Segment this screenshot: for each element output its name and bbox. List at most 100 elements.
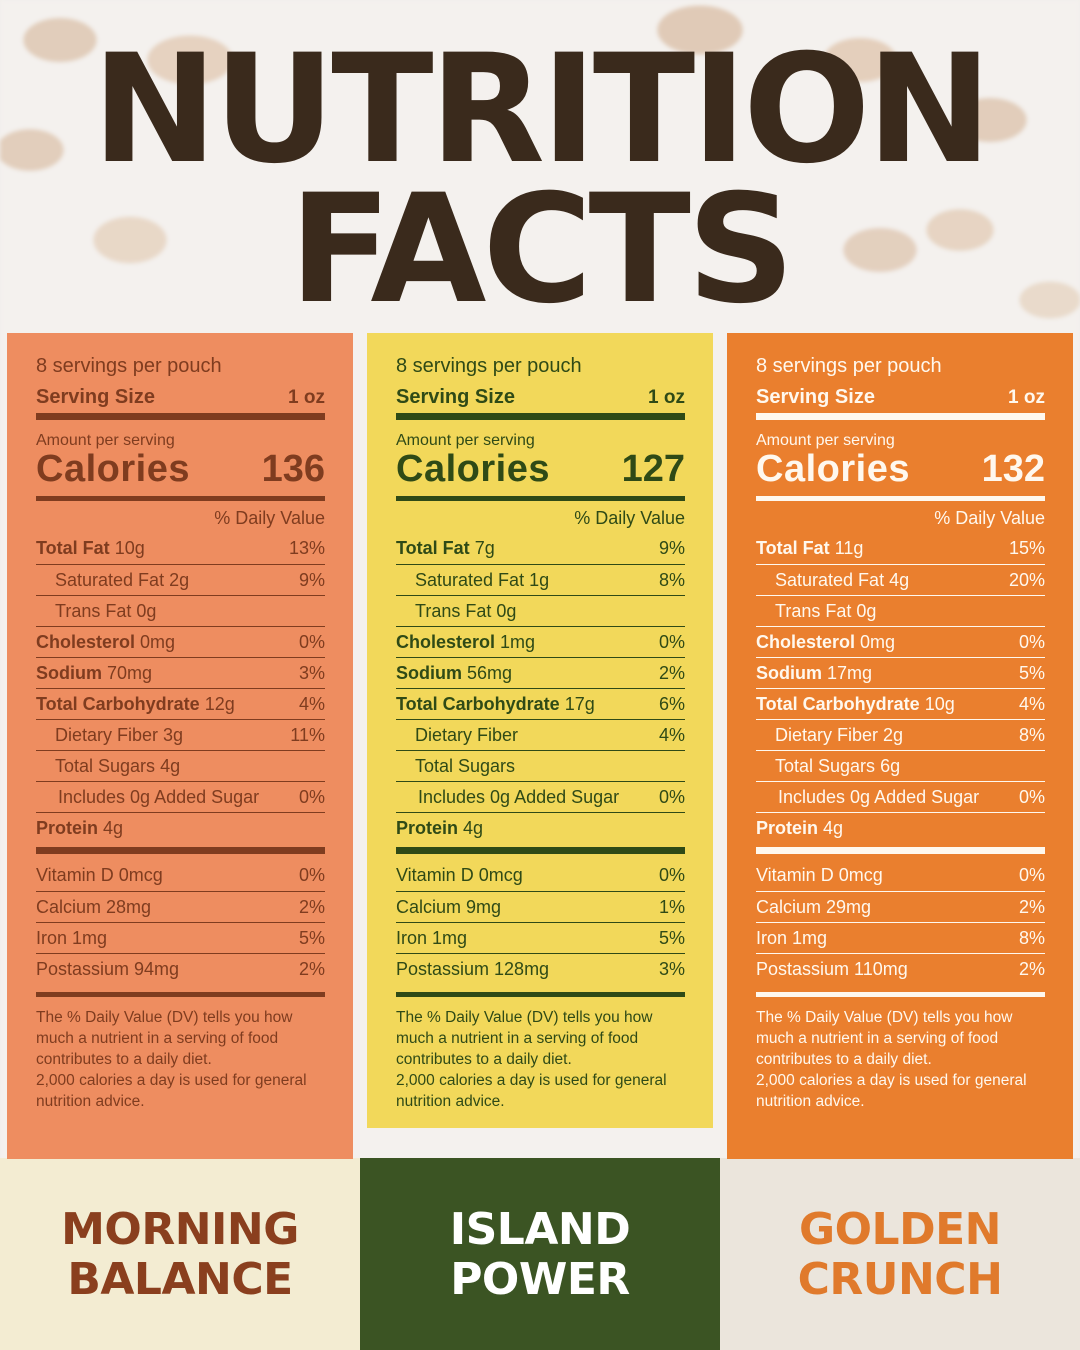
- nutrient-sodium: Sodium 56mg: [396, 663, 512, 684]
- serving-size-row: Serving Size 1 oz: [756, 379, 1045, 409]
- servings-per-container: 8 servings per pouch: [36, 355, 222, 377]
- nutrient-vitamin-d: Vitamin D 0mcg: [756, 865, 883, 885]
- nutrient-sat_fat: Saturated Fat 2g: [36, 570, 189, 591]
- daily-value-percent: 0%: [1018, 865, 1045, 885]
- name-band-island: [360, 1158, 720, 1350]
- nutrient-sugars: Total Sugars 4g: [36, 756, 180, 777]
- nutrient-cholesterol: Cholesterol 0mg: [36, 632, 175, 653]
- nutrient-protein: Protein 4g: [36, 818, 123, 839]
- nutrient-added-sugar: Includes 0g Added Sugar: [418, 786, 620, 807]
- nutrition-panel-morning-balance: 8 servings per pouch Serving Size 1 oz Amou…: [7, 333, 353, 1159]
- product-name-line-2: BALANCE: [67, 1254, 293, 1305]
- row-iron: Iron 1mg 5%: [36, 922, 325, 953]
- daily-value-percent: 9%: [298, 569, 325, 590]
- row-fiber: Dietary Fiber 3g 11%: [36, 719, 325, 750]
- daily-value-percent: 5%: [298, 927, 325, 948]
- nutrient-amount: 3g: [163, 724, 184, 745]
- nutrient-carb: Total Carbohydrate 17g: [396, 694, 595, 715]
- nutrient-name: Protein: [36, 817, 99, 838]
- footnote-dv-text: The % Daily Value (DV) tells you how muc…: [756, 1009, 1013, 1068]
- row-fiber: Dietary Fiber 4%: [396, 719, 685, 750]
- nutrient-amount: 0g: [496, 600, 517, 621]
- nutrient-fiber: Dietary Fiber: [396, 725, 518, 746]
- name-band-morning: [0, 1158, 360, 1350]
- daily-value-percent: 5%: [1018, 662, 1045, 683]
- nutrient-name: Total Sugars: [55, 755, 156, 776]
- row-carb: Total Carbohydrate 10g 4%: [756, 688, 1045, 719]
- nutrient-name: Saturated Fat: [415, 569, 525, 590]
- nutrient-name: Protein: [756, 817, 819, 838]
- product-name-island-power: ISLAND POWER: [360, 1205, 720, 1305]
- nutrient-total_fat: Total Fat 7g: [396, 538, 495, 559]
- row-calcium: Calcium 28mg 2%: [36, 891, 325, 922]
- nutrient-amount: 56mg: [467, 662, 513, 683]
- serving-size-row: Serving Size 1 oz: [396, 379, 685, 409]
- row-trans_fat: Trans Fat 0g: [396, 595, 685, 626]
- nutrient-name: Protein: [396, 817, 459, 838]
- daily-value-percent: 0%: [658, 786, 685, 807]
- nutrient-potassium: Postassium 94mg: [36, 958, 180, 979]
- divider-medium: [396, 992, 685, 997]
- daily-value-percent: 20%: [1008, 569, 1045, 590]
- calories-value: 127: [621, 448, 685, 490]
- title-line-1: NUTRITION: [91, 23, 992, 197]
- row-added-sugar: Includes 0g Added Sugar 0%: [756, 781, 1045, 812]
- serving-size-value: 1 oz: [648, 387, 685, 408]
- row-added-sugar: Includes 0g Added Sugar 0%: [396, 781, 685, 812]
- serving-size-row: Serving Size 1 oz: [36, 379, 325, 409]
- nutrient-sodium: Sodium 17mg: [756, 663, 872, 684]
- calories-row: Calories 136: [36, 450, 325, 488]
- row-protein: Protein 4g: [756, 812, 1045, 843]
- calories-row: Calories 132: [756, 450, 1045, 488]
- product-name-line-2: POWER: [450, 1254, 630, 1305]
- nutrient-name: Sodium: [36, 662, 102, 683]
- nutrient-calcium: Calcium 9mg: [396, 896, 502, 917]
- row-iron: Iron 1mg 8%: [756, 922, 1045, 953]
- nutrient-amount: 7g: [474, 538, 495, 558]
- nutrient-name: Total Carbohydrate: [756, 693, 920, 714]
- nutrient-sat_fat: Saturated Fat 4g: [756, 570, 909, 591]
- nutrient-protein: Protein 4g: [396, 818, 483, 839]
- divider-medium: [756, 496, 1045, 501]
- nutrient-name: Saturated Fat: [55, 569, 165, 590]
- row-trans_fat: Trans Fat 0g: [36, 595, 325, 626]
- serving-size-label: Serving Size: [396, 386, 515, 408]
- daily-value-percent: 4%: [298, 693, 325, 714]
- divider-thick: [36, 413, 325, 420]
- servings-per-container: 8 servings per pouch: [756, 355, 942, 377]
- daily-value-percent: 5%: [658, 927, 685, 948]
- product-name-line-1: GOLDEN: [799, 1204, 1001, 1255]
- row-total_fat: Total Fat 10g 13%: [36, 533, 325, 564]
- nutrient-amount: 4g: [463, 817, 484, 838]
- calories-row: Calories 127: [396, 450, 685, 488]
- divider-thick: [756, 413, 1045, 420]
- nutrient-iron: Iron 1mg: [36, 927, 108, 948]
- nutrient-name: Trans Fat: [55, 600, 132, 621]
- nutrient-amount: 4g: [160, 755, 181, 776]
- calories-value: 136: [261, 448, 325, 490]
- daily-value-percent: 0%: [298, 786, 325, 807]
- footnote: The % Daily Value (DV) tells you how muc…: [36, 1007, 325, 1112]
- nutrient-name: Total Fat: [756, 538, 830, 558]
- divider-thick: [36, 847, 325, 854]
- nutrient-amount: 17mg: [827, 662, 873, 683]
- daily-value-percent: 0%: [658, 865, 685, 885]
- daily-value-percent: 0%: [298, 865, 325, 885]
- daily-value-percent: 0%: [658, 631, 685, 652]
- footnote-calories-text: 2,000 calories a day is used for general…: [396, 1072, 667, 1110]
- nutrient-amount: 2g: [169, 569, 190, 590]
- divider-thick: [396, 413, 685, 420]
- row-sodium: Sodium 70mg 3%: [36, 657, 325, 688]
- daily-value-percent: 8%: [1018, 724, 1045, 745]
- nutrient-fiber: Dietary Fiber 3g: [36, 725, 183, 746]
- nutrient-sugars: Total Sugars 6g: [756, 756, 900, 777]
- daily-value-percent: 2%: [1018, 896, 1045, 917]
- daily-value-percent: 4%: [1018, 693, 1045, 714]
- nutrient-cholesterol: Cholesterol 0mg: [756, 632, 895, 653]
- row-sat_fat: Saturated Fat 1g 8%: [396, 564, 685, 595]
- daily-value-percent: 0%: [1018, 786, 1045, 807]
- nutrient-sugars: Total Sugars: [396, 756, 515, 777]
- nutrient-name: Total Fat: [36, 538, 110, 558]
- product-name-line-2: CRUNCH: [797, 1254, 1003, 1305]
- daily-value-percent: 3%: [298, 662, 325, 683]
